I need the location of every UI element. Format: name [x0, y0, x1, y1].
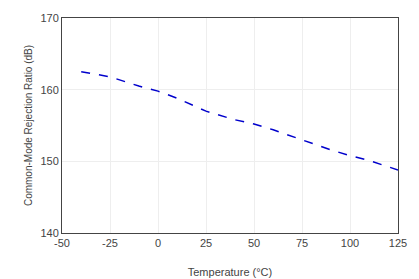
svg-text:75: 75 — [296, 237, 308, 249]
svg-text:-50: -50 — [54, 237, 70, 249]
svg-text:0: 0 — [155, 237, 161, 249]
svg-text:50: 50 — [248, 237, 260, 249]
svg-text:125: 125 — [389, 237, 407, 249]
svg-text:160: 160 — [40, 84, 58, 96]
svg-text:140: 140 — [40, 227, 58, 239]
svg-text:-25: -25 — [102, 237, 118, 249]
svg-text:Temperature (°C): Temperature (°C) — [188, 266, 272, 278]
svg-text:170: 170 — [40, 12, 58, 24]
svg-text:150: 150 — [40, 155, 58, 167]
svg-text:100: 100 — [341, 237, 359, 249]
svg-text:Common-Mode Rejection Ratio (d: Common-Mode Rejection Ratio (dB) — [23, 45, 34, 206]
svg-text:25: 25 — [200, 237, 212, 249]
